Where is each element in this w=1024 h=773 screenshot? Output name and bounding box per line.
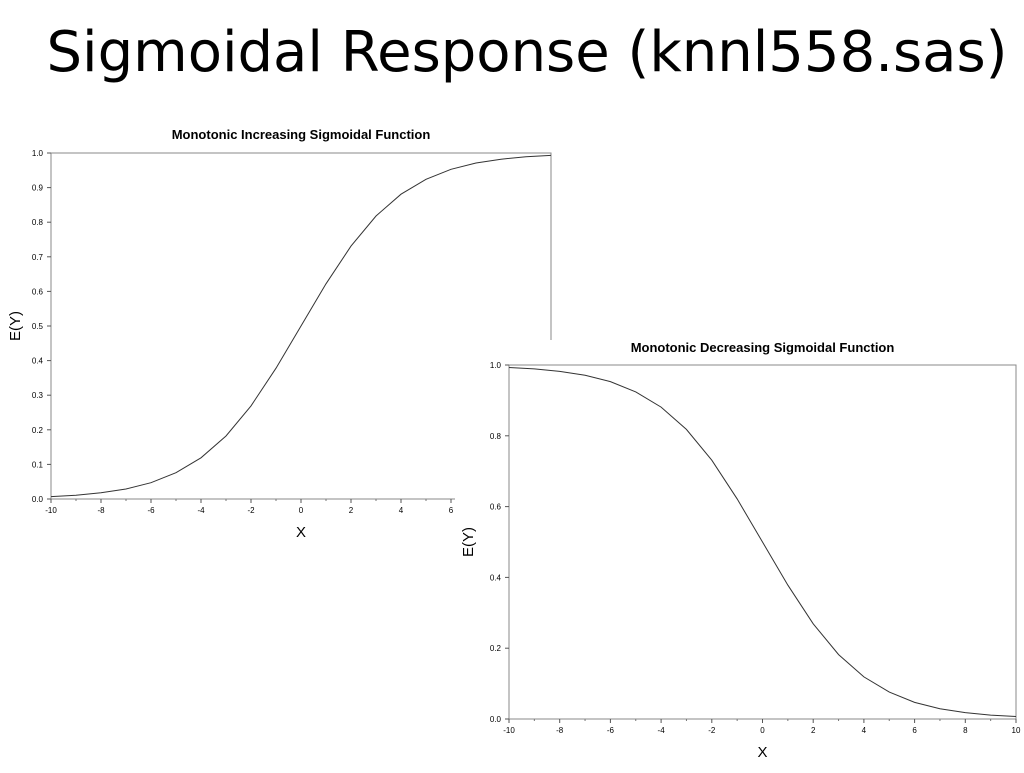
x-tick-label: -6 xyxy=(147,506,155,515)
x-axis-label: X xyxy=(296,524,306,541)
series-line xyxy=(50,154,552,498)
chart-panel-decreasing: Monotonic Decreasing Sigmoidal Function 0… xyxy=(455,340,1024,768)
x-tick-label: 4 xyxy=(862,726,867,735)
y-tick-label: 0.9 xyxy=(32,184,44,193)
y-tick-label: 0.4 xyxy=(490,573,502,582)
x-tick-label: 2 xyxy=(349,506,354,515)
x-axis-label: X xyxy=(757,744,767,761)
x-tick-label: 8 xyxy=(963,726,968,735)
y-tick-label: 0.0 xyxy=(32,495,44,504)
y-tick-label: 0.4 xyxy=(32,357,44,366)
y-tick-label: 0.6 xyxy=(490,503,502,512)
y-tick-label: 0.2 xyxy=(490,644,502,653)
x-tick-label: 6 xyxy=(449,506,454,515)
x-tick-label: -8 xyxy=(97,506,105,515)
x-tick-label: -4 xyxy=(197,506,205,515)
y-tick-label: 0.0 xyxy=(490,715,502,724)
x-tick-label: -10 xyxy=(503,726,515,735)
x-tick-label: -8 xyxy=(556,726,564,735)
x-tick-label: 6 xyxy=(912,726,917,735)
x-tick-label: 4 xyxy=(399,506,404,515)
x-tick-label: 10 xyxy=(1012,726,1021,735)
y-tick-label: 0.6 xyxy=(32,287,44,296)
y-tick-label: 0.3 xyxy=(32,391,44,400)
y-tick-label: 1.0 xyxy=(490,361,502,370)
y-axis-label: E(Y) xyxy=(460,527,477,557)
y-tick-label: 0.8 xyxy=(32,218,44,227)
y-tick-label: 1.0 xyxy=(32,149,44,158)
x-tick-label: 0 xyxy=(760,726,765,735)
x-tick-label: -2 xyxy=(247,506,255,515)
y-tick-label: 0.1 xyxy=(32,460,44,469)
y-tick-label: 0.5 xyxy=(32,322,44,331)
chart-title: Monotonic Decreasing Sigmoidal Function xyxy=(631,340,895,355)
x-tick-label: 0 xyxy=(299,506,304,515)
x-tick-label: -4 xyxy=(658,726,666,735)
x-tick-label: -6 xyxy=(607,726,615,735)
slide-title: Sigmoidal Response (knnl558.sas) xyxy=(46,20,1008,85)
y-tick-label: 0.2 xyxy=(32,426,44,435)
x-tick-label: -10 xyxy=(45,506,57,515)
y-tick-label: 0.8 xyxy=(490,432,502,441)
chart-decreasing: Monotonic Decreasing Sigmoidal Function 0… xyxy=(460,340,1021,761)
chart-increasing: Monotonic Increasing Sigmoidal Function 0… xyxy=(7,127,552,541)
y-axis-label: E(Y) xyxy=(7,311,24,341)
x-tick-label: -2 xyxy=(708,726,716,735)
chart-title: Monotonic Increasing Sigmoidal Function xyxy=(172,127,431,142)
x-tick-label: 2 xyxy=(811,726,816,735)
series-line xyxy=(508,367,1017,717)
y-tick-label: 0.7 xyxy=(32,253,44,262)
